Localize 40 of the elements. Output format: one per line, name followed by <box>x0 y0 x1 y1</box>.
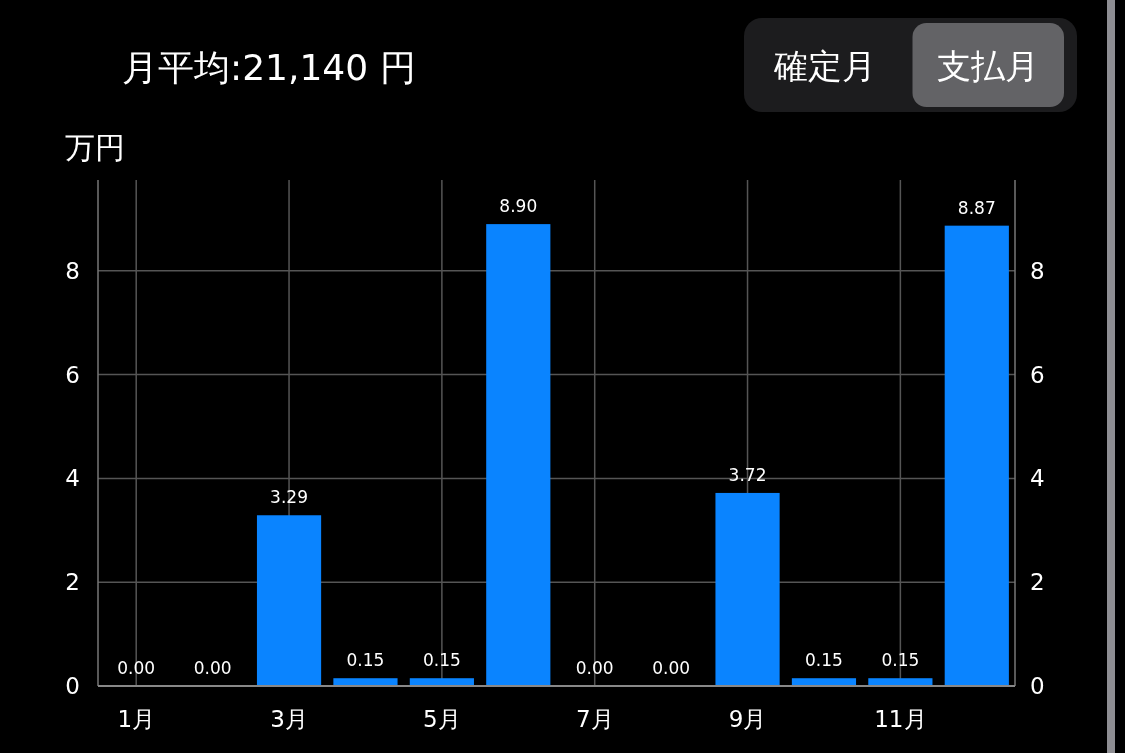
data-label: 0.00 <box>575 658 614 678</box>
data-label: 0.15 <box>346 650 385 671</box>
bar <box>256 515 322 686</box>
bar <box>944 225 1009 686</box>
bar <box>715 492 780 686</box>
data-label: 8.90 <box>499 196 538 217</box>
y2-tick-label: 6 <box>1030 361 1045 388</box>
data-label: 0.15 <box>805 650 843 671</box>
y2-tick-label: 2 <box>1030 569 1045 596</box>
text: 支払月 <box>937 46 1040 86</box>
y2-tick-label: 0 <box>1030 673 1045 699</box>
bar <box>333 678 398 686</box>
chart-title: 月平均:21,140 円 <box>122 47 416 88</box>
x-tick-label: 1月 <box>117 706 156 732</box>
y-tick-label: 0 <box>65 673 80 699</box>
data-label: 8.87 <box>957 197 996 218</box>
bar <box>868 678 933 686</box>
y-axis-title: 万円 <box>65 130 125 165</box>
data-label: 0.15 <box>881 650 920 671</box>
x-tick-label: 3月 <box>270 706 308 732</box>
data-label: 0.00 <box>193 658 232 678</box>
data-label: 0.00 <box>652 658 691 678</box>
y-tick-label: 2 <box>65 569 80 596</box>
data-label: 3.29 <box>270 487 308 508</box>
y2-tick-label: 8 <box>1030 257 1045 284</box>
y-tick-label: 6 <box>65 361 80 388</box>
data-label: 3.72 <box>728 464 767 485</box>
y-tick-label: 8 <box>65 257 80 284</box>
x-tick-label: 7月 <box>575 706 614 732</box>
text: 確定月 <box>772 46 876 86</box>
bar <box>791 678 857 686</box>
bar <box>409 678 474 686</box>
x-tick-label: 9月 <box>728 706 767 732</box>
y2-tick-label: 4 <box>1030 465 1045 492</box>
x-tick-label: 5月 <box>423 706 461 732</box>
x-tick-label: 11月 <box>874 706 927 732</box>
data-label: 0.15 <box>422 650 461 671</box>
bar <box>486 224 551 686</box>
data-label: 0.00 <box>117 658 156 678</box>
y-tick-label: 4 <box>65 465 80 492</box>
